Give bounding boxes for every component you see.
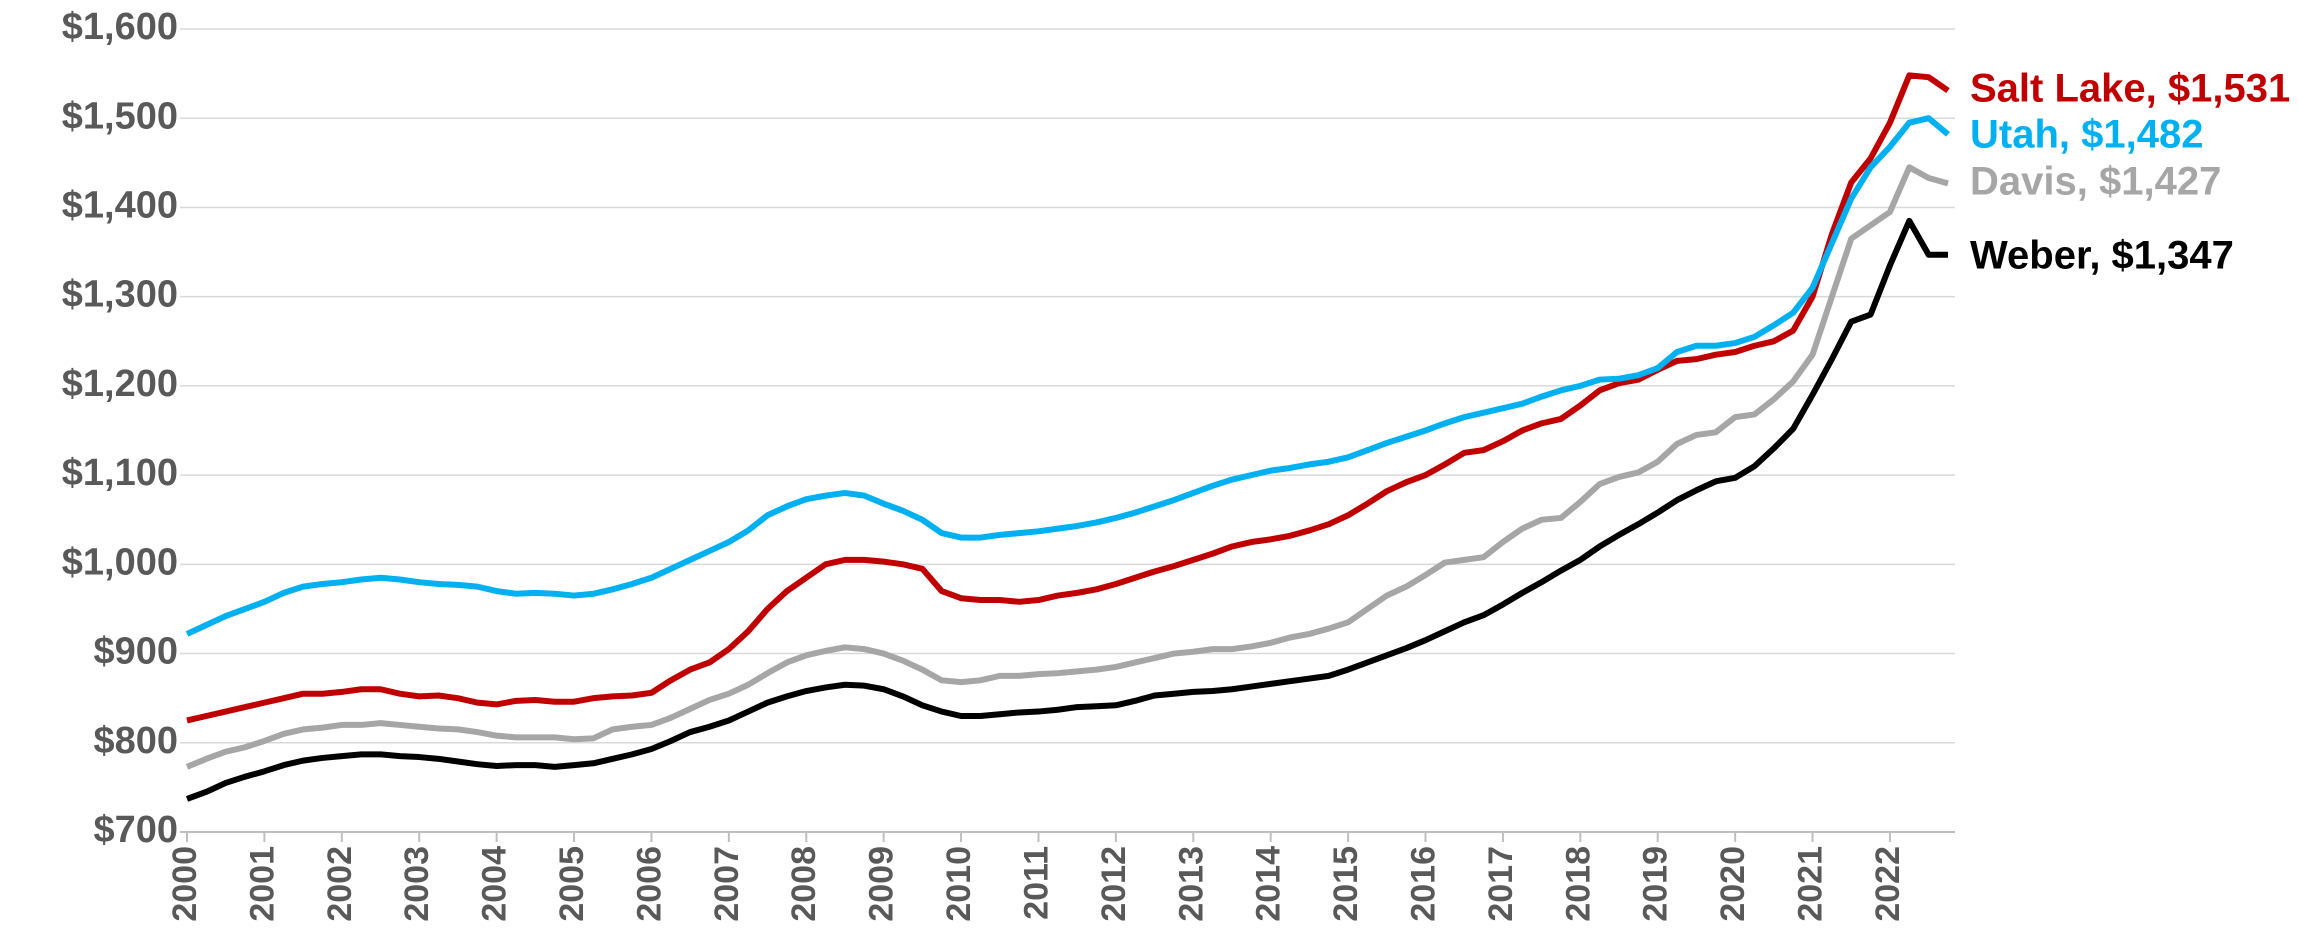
x-tick-label: 2018 (1559, 846, 1597, 922)
x-tick-label: 2012 (1095, 846, 1133, 922)
x-tick-label: 2004 (476, 846, 514, 922)
x-tick-label: 2005 (553, 846, 591, 922)
series-label: Davis, $1,427 (1970, 160, 2221, 204)
x-tick-label: 2014 (1250, 846, 1288, 922)
x-tick-label: 2022 (1869, 846, 1907, 922)
x-tick-label: 2021 (1792, 846, 1830, 922)
series-line (185, 164, 1949, 770)
x-tick-label: 2017 (1482, 846, 1520, 922)
x-tick-label: 2002 (321, 846, 359, 922)
series-label: Utah, $1,482 (1970, 113, 2203, 157)
x-tick-label: 2006 (630, 846, 668, 922)
series-label: Weber, $1,347 (1970, 234, 2234, 278)
x-tick-label: 2000 (166, 846, 204, 922)
x-tick-label: 2011 (1017, 846, 1055, 920)
y-tick-label: $1,500 (62, 95, 178, 137)
y-tick-label: $700 (93, 809, 178, 851)
y-tick-label: $1,600 (62, 6, 178, 48)
x-tick-label: 2008 (785, 846, 823, 922)
y-tick-label: $1,300 (62, 274, 178, 316)
x-tick-label: 2003 (398, 846, 436, 922)
x-tick-label: 2007 (708, 846, 746, 922)
y-tick-label: $1,000 (62, 541, 178, 583)
x-tick-label: 2019 (1637, 846, 1675, 922)
series-line (186, 72, 1950, 724)
y-tick-label: $800 (93, 720, 178, 762)
y-tick-label: $1,100 (62, 452, 178, 494)
series-line (185, 217, 1948, 802)
y-tick-label: $1,200 (62, 363, 178, 405)
x-tick-label: 2010 (940, 846, 978, 922)
y-tick-label: $1,400 (62, 184, 178, 226)
x-tick-label: 2015 (1327, 846, 1365, 922)
x-tick-label: 2020 (1714, 846, 1752, 922)
x-tick-label: 2013 (1172, 846, 1210, 922)
x-tick-label: 2016 (1404, 846, 1442, 922)
y-tick-label: $900 (93, 631, 178, 673)
series-line (185, 115, 1950, 637)
x-tick-label: 2009 (863, 846, 901, 922)
x-tick-label: 2001 (243, 846, 281, 922)
series-label: Salt Lake, $1,531 (1970, 67, 2290, 111)
